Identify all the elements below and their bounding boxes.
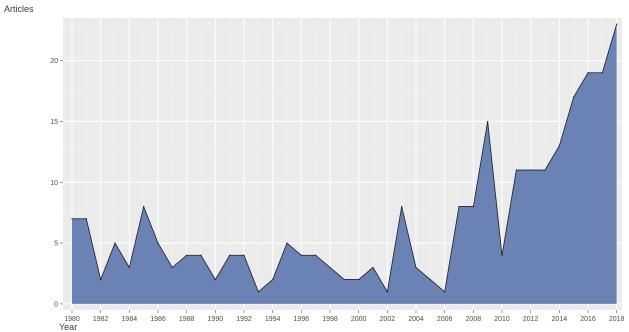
data-point [530, 169, 532, 171]
data-point [257, 291, 259, 293]
data-point [85, 218, 87, 220]
x-tick-label: 1986 [150, 316, 166, 323]
x-tick-label: 1996 [294, 316, 310, 323]
x-tick-label: 1990 [208, 316, 224, 323]
x-tick-label: 2018 [609, 316, 625, 323]
data-point [286, 242, 288, 244]
data-point [501, 254, 503, 256]
data-point [272, 278, 274, 281]
data-point [358, 278, 360, 281]
x-tick-label: 2010 [494, 316, 510, 323]
data-point [100, 278, 102, 281]
x-tick-label: 1998 [322, 316, 338, 323]
y-tick-label: 5 [54, 241, 58, 248]
data-point [143, 205, 145, 208]
x-axis: 1980 1982 1984 1986 1988 1990 1992 1994 1996 1998… [64, 310, 625, 323]
data-point [544, 169, 546, 171]
data-point [329, 266, 331, 269]
data-point [343, 278, 345, 281]
x-tick-label: 2006 [437, 316, 453, 323]
x-tick-label: 1982 [93, 316, 109, 323]
y-tick-label: 0 [54, 301, 58, 308]
data-point [573, 96, 575, 98]
x-tick-label: 2016 [580, 316, 596, 323]
data-point [515, 169, 517, 171]
data-point [114, 242, 116, 244]
y-tick-label: 10 [50, 180, 58, 187]
x-tick-label: 2008 [466, 316, 482, 323]
x-tick-label: 1984 [122, 316, 138, 323]
data-point [616, 23, 618, 25]
data-point [415, 266, 417, 269]
data-point [444, 291, 446, 293]
data-point [71, 218, 73, 220]
data-point [315, 254, 317, 256]
y-axis: 0 5 10 15 20 [50, 58, 63, 308]
area-fill [72, 24, 617, 304]
data-point [171, 266, 173, 269]
x-tick-label: 1994 [265, 316, 281, 323]
data-point [186, 254, 188, 256]
data-point [587, 72, 589, 74]
data-point [214, 278, 216, 281]
data-point [128, 266, 130, 269]
data-point [243, 254, 245, 256]
data-point [229, 254, 231, 256]
x-tick-label: 2000 [351, 316, 367, 323]
x-tick-label: 2004 [408, 316, 424, 323]
data-point [372, 266, 374, 269]
data-point [200, 254, 202, 256]
y-axis-title: Articles [4, 4, 34, 14]
y-tick-label: 20 [50, 58, 58, 65]
data-point [429, 278, 431, 281]
data-point [300, 254, 302, 256]
x-axis-title: Year [59, 322, 77, 332]
x-tick-label: 2002 [380, 316, 396, 323]
data-point [601, 72, 603, 74]
x-tick-label: 1980 [64, 316, 80, 323]
data-point [487, 120, 489, 123]
x-tick-label: 2014 [552, 316, 568, 323]
data-point [386, 291, 388, 293]
data-point [558, 145, 560, 147]
series-area [71, 23, 618, 304]
x-tick-label: 1992 [236, 316, 252, 323]
data-point [401, 205, 403, 208]
data-point [157, 242, 159, 244]
data-point [458, 205, 460, 208]
x-tick-label: 2012 [523, 316, 539, 323]
x-tick-label: 1988 [179, 316, 195, 323]
y-tick-label: 15 [50, 119, 58, 126]
data-point [472, 205, 474, 208]
